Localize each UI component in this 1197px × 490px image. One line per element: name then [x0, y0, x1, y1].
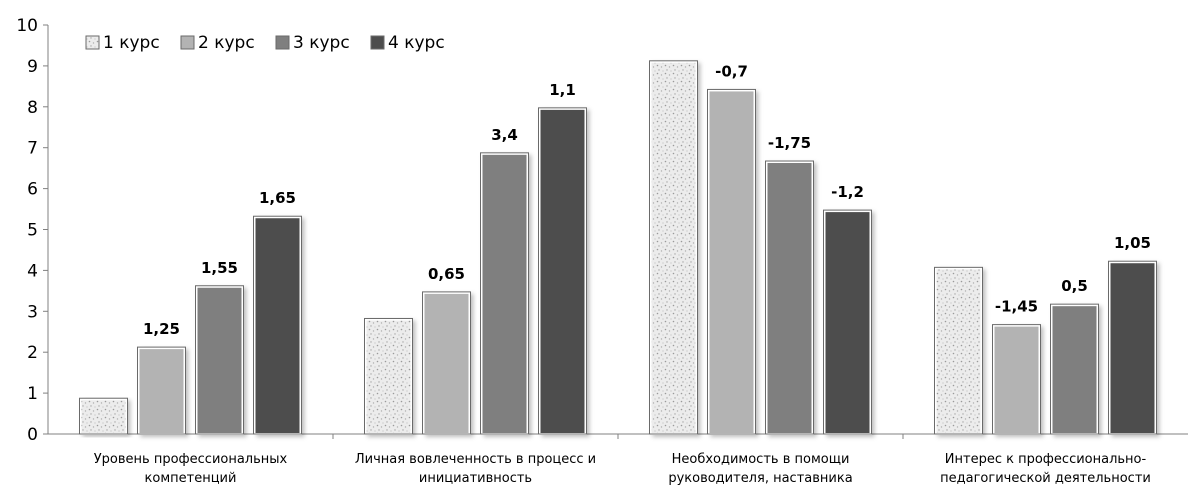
- bar-3-курс: [195, 285, 244, 436]
- bar-3-курс: [480, 152, 529, 436]
- bar-outline: [649, 60, 698, 435]
- x-category-label: Необходимость в помощи: [672, 452, 850, 467]
- bar-4-курс: [1108, 261, 1157, 435]
- bar-outline: [79, 397, 128, 435]
- x-category-label: Уровень профессиональных: [94, 452, 288, 467]
- x-category-label: педагогической деятельности: [940, 471, 1151, 486]
- bar-2-курс: [707, 89, 756, 435]
- bar-data-label: 1,1: [549, 81, 576, 99]
- bar-1-курс: [649, 60, 698, 436]
- bar-outline: [364, 317, 413, 435]
- bar-data-label: 1,55: [201, 259, 238, 277]
- bar-4-курс: [538, 107, 587, 435]
- legend-swatch: [85, 35, 100, 50]
- bar-data-label: -1,75: [768, 134, 811, 152]
- bar-data-label: 1,25: [143, 320, 180, 338]
- bar-4-курс: [253, 216, 302, 435]
- bar-outline: [1050, 303, 1099, 435]
- y-tick-label: 1: [27, 384, 38, 404]
- x-category-label: Личная вовлеченность в процесс и: [355, 452, 596, 467]
- bar-outline: [823, 209, 872, 435]
- bar-1-курс: [934, 267, 983, 436]
- bar-outline: [992, 324, 1041, 435]
- legend-label: 3 курс: [293, 33, 350, 53]
- bar-outline: [137, 346, 186, 435]
- bar-outline: [538, 107, 587, 435]
- x-category-label: инициативность: [419, 471, 532, 486]
- bar-outline: [1108, 260, 1157, 435]
- bar-outline: [707, 88, 756, 435]
- legend: 1 курс 2 курс 3 курс 4 курс: [85, 33, 445, 53]
- legend-label: 4 курс: [388, 33, 445, 53]
- x-category-label: Интерес к профессионально-: [945, 452, 1147, 467]
- y-tick-label: 8: [27, 98, 38, 118]
- bar-2-курс: [422, 291, 471, 435]
- bar-data-label: 1,65: [259, 189, 296, 207]
- bar-outline: [480, 152, 529, 435]
- bar-1-курс: [79, 398, 128, 435]
- bar-data-label: -1,2: [831, 183, 864, 201]
- x-category-label: компетенций: [145, 471, 237, 486]
- y-tick-label: 6: [27, 180, 38, 200]
- bar-data-label: 0,5: [1061, 277, 1088, 295]
- bar-outline: [253, 215, 302, 435]
- bar-data-label: -0,7: [715, 62, 748, 80]
- y-tick-label: 9: [27, 57, 38, 77]
- bars: [79, 60, 1157, 436]
- y-tick-label: 7: [27, 139, 38, 159]
- legend-swatch: [370, 35, 385, 50]
- bar-outline: [934, 266, 983, 435]
- bar-data-label: 1,05: [1114, 234, 1151, 252]
- x-category-label: руководителя, наставника: [668, 471, 852, 486]
- bar-2-курс: [137, 347, 186, 435]
- y-tick-label: 3: [27, 302, 38, 322]
- y-tick-label: 2: [27, 343, 38, 363]
- bar-data-label: -1,45: [995, 298, 1038, 316]
- y-tick-label: 4: [27, 261, 38, 281]
- y-tick-label: 5: [27, 221, 38, 241]
- bar-4-курс: [823, 210, 872, 435]
- legend-label: 2 курс: [198, 33, 255, 53]
- bar-3-курс: [1050, 304, 1099, 436]
- bar-data-label: 3,4: [491, 126, 518, 144]
- bar-outline: [422, 291, 471, 435]
- axes: 0 1 2 3 4 5 6 7 8 9 10 Уровень профессиональных комп…: [16, 16, 1188, 486]
- bar-1-курс: [364, 318, 413, 436]
- y-tick-label: 10: [16, 16, 38, 36]
- data-labels: 1,25 1,55 1,65 0,65 3,4 1,1 -0,7 -1,75 -1,2 -1,45…: [143, 62, 1151, 338]
- bar-2-курс: [992, 324, 1041, 435]
- bar-outline: [195, 285, 244, 435]
- y-tick-label: 0: [27, 425, 38, 445]
- bar-outline: [765, 160, 814, 435]
- legend-swatch: [180, 35, 195, 50]
- bar-data-label: 0,65: [428, 265, 465, 283]
- legend-swatch: [275, 35, 290, 50]
- bar-3-курс: [765, 161, 814, 435]
- legend-label: 1 курс: [103, 33, 160, 53]
